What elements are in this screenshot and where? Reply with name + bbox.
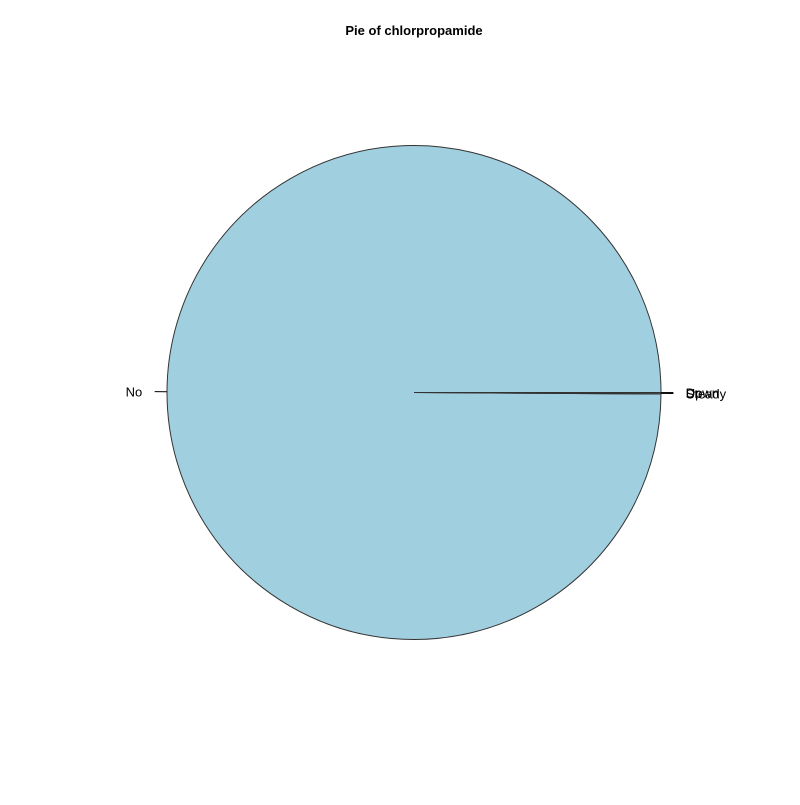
pie-label-no: No [126, 385, 143, 400]
pie-label-down: Down [686, 386, 719, 401]
pie-slices [167, 145, 661, 639]
chart-title: Pie of chlorpropamide [345, 23, 482, 38]
